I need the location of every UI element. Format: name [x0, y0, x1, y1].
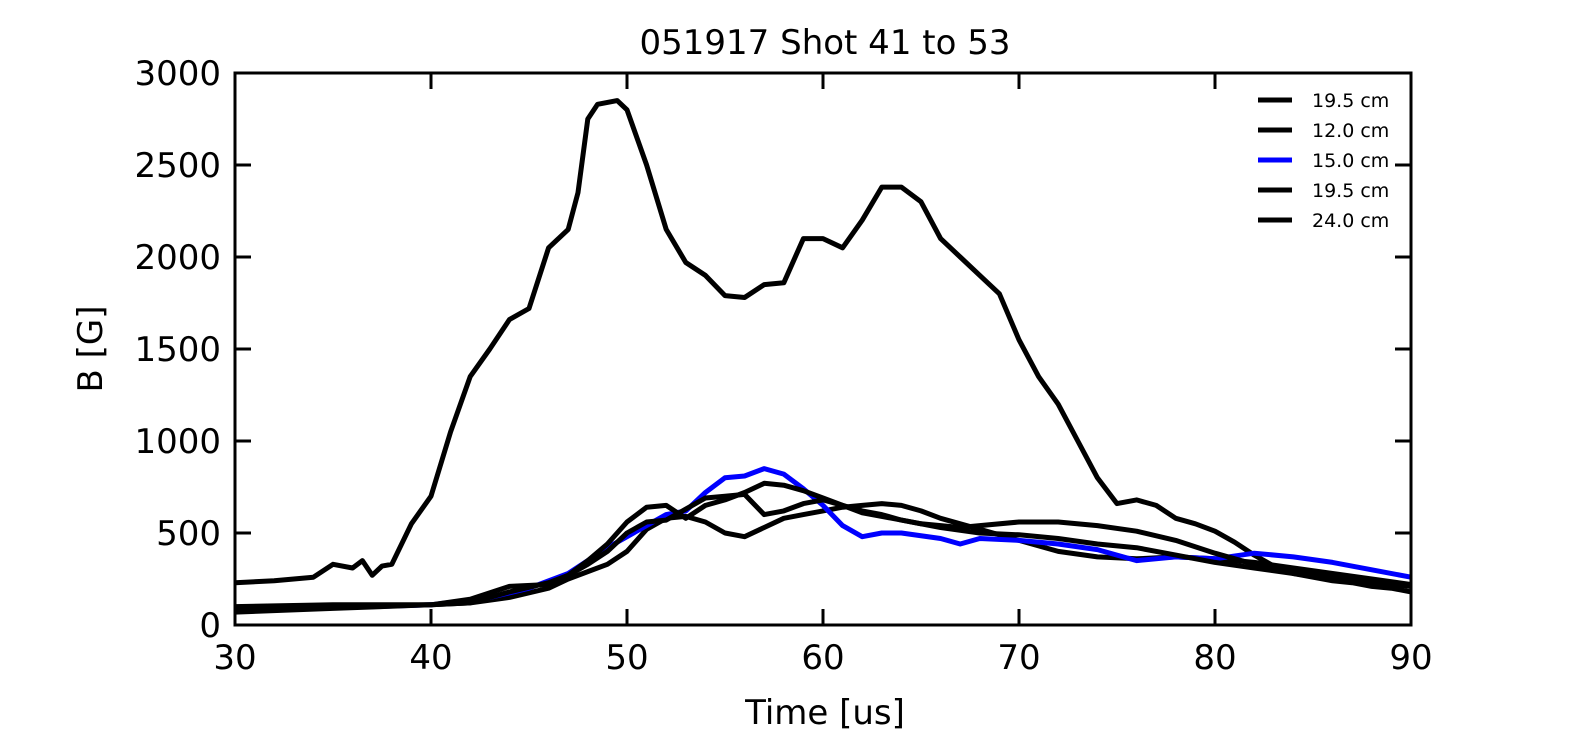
legend-label-5: 24.0 cm — [1312, 210, 1389, 232]
axis-ticks: 30 40 50 60 70 80 90 0 500 1000 1500 2000 2500 3000 — [134, 54, 1432, 678]
legend-label-1: 19.5 cm — [1312, 90, 1389, 112]
legend-label-4: 19.5 cm — [1312, 180, 1389, 202]
x-tick-label: 90 — [1389, 638, 1432, 678]
y-tick-label: 3000 — [134, 54, 221, 94]
y-tick-label: 2500 — [134, 146, 221, 186]
x-tick-label: 60 — [801, 638, 844, 678]
x-tick-label: 50 — [605, 638, 648, 678]
y-tick-label: 500 — [156, 514, 221, 554]
plot-area — [235, 98, 1411, 615]
y-tick-label: 0 — [199, 606, 221, 646]
x-axis-title: Time [us] — [744, 693, 905, 733]
x-tick-label: 80 — [1193, 638, 1236, 678]
y-tick-label: 2000 — [134, 238, 221, 278]
y-tick-label: 1000 — [134, 422, 221, 462]
legend: 19.5 cm 12.0 cm 15.0 cm 19.5 cm 24.0 cm — [1258, 90, 1389, 232]
y-axis-title: B [G] — [71, 305, 111, 392]
x-tick-label: 30 — [213, 638, 256, 678]
legend-label-3: 15.0 cm — [1312, 150, 1389, 172]
x-tick-label: 40 — [409, 638, 452, 678]
x-tick-label: 70 — [997, 638, 1040, 678]
series-line-5 — [235, 491, 1411, 615]
chart-title: 051917 Shot 41 to 53 — [640, 23, 1011, 63]
series-line-1 — [235, 98, 1411, 595]
legend-label-2: 12.0 cm — [1312, 120, 1389, 142]
y-tick-label: 1500 — [134, 330, 221, 370]
plot-frame — [233, 71, 1413, 627]
